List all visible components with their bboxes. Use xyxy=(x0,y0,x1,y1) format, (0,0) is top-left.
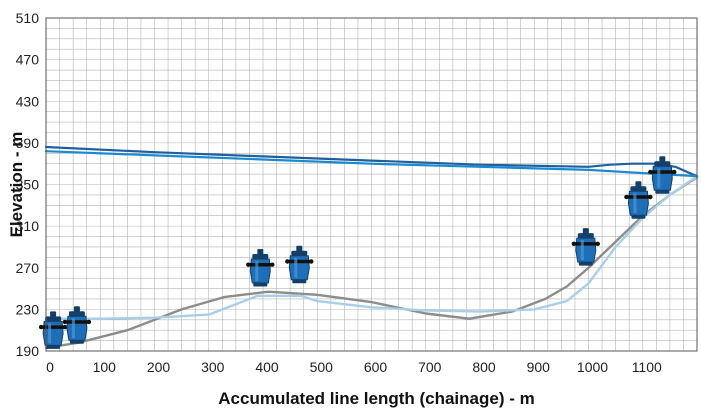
y-axis-title: Elevation - m xyxy=(7,132,26,238)
x-tick-label: 500 xyxy=(310,359,334,375)
series-line-4 xyxy=(44,150,699,178)
air-valve-icon xyxy=(38,311,68,349)
x-tick-label: 700 xyxy=(418,359,442,375)
air-valve-icon xyxy=(648,156,677,194)
y-tick-label: 510 xyxy=(16,10,40,26)
y-tick-label: 310 xyxy=(16,218,40,234)
air-valve-icon xyxy=(285,245,314,284)
x-axis-title: Accumulated line length (chainage) - m xyxy=(218,389,534,408)
air-valve-icon xyxy=(62,306,92,344)
plot-frame xyxy=(45,17,698,352)
x-tick-labels: 0 100 200 300 400 500 600 700 800 900 1000 1100 xyxy=(46,359,662,375)
x-tick-label: 300 xyxy=(201,359,225,375)
x-tick-label: 800 xyxy=(472,359,496,375)
y-tick-labels: 190 230 270 310 350 390 430 470 510 xyxy=(16,10,40,359)
series-line-1 xyxy=(44,175,699,350)
y-tick-label: 430 xyxy=(16,93,40,109)
y-tick-label: 230 xyxy=(16,301,40,317)
x-tick-label: 200 xyxy=(147,359,171,375)
valve-markers xyxy=(38,156,677,349)
x-tick-label: 1100 xyxy=(632,359,662,375)
x-tick-label: 400 xyxy=(255,359,279,375)
x-tick-label: 600 xyxy=(364,359,388,375)
x-tick-label: 100 xyxy=(93,359,117,375)
y-tick-label: 270 xyxy=(16,260,40,276)
y-tick-label: 350 xyxy=(16,177,40,193)
y-tick-label: 470 xyxy=(16,52,40,68)
y-tick-label: 190 xyxy=(16,343,40,359)
air-valve-icon xyxy=(571,228,600,266)
series-line-2 xyxy=(44,174,699,321)
y-tick-label: 390 xyxy=(16,135,40,151)
air-valve-icon xyxy=(246,249,275,287)
x-tick-label: 0 xyxy=(46,359,54,375)
air-valve-icon xyxy=(624,181,653,219)
x-tick-label: 1000 xyxy=(577,359,608,375)
x-tick-label: 900 xyxy=(527,359,551,375)
